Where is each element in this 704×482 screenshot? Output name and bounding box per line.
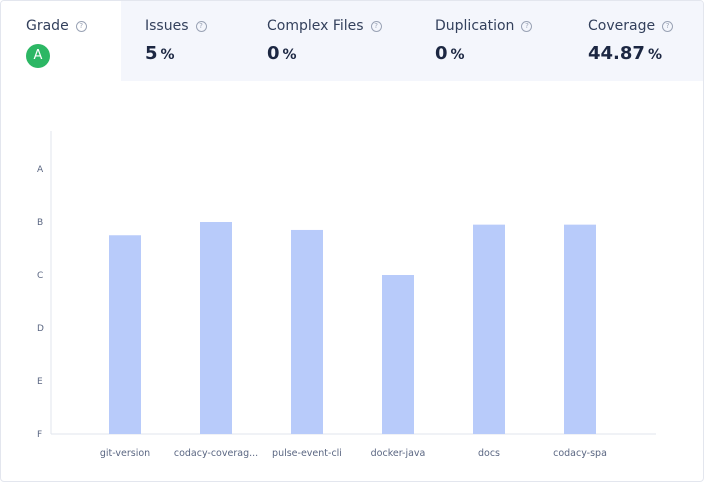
- metric-duplication-value: 0: [435, 43, 448, 64]
- metric-coverage-value: 44.87: [588, 43, 645, 64]
- y-tick-label: F: [37, 430, 42, 440]
- bars: [109, 222, 596, 434]
- x-tick-label: git-version: [100, 448, 150, 459]
- metric-issues-value: 5: [145, 43, 158, 64]
- metric-duplication-label-row: Duplication?: [435, 18, 533, 34]
- help-icon[interactable]: ?: [370, 21, 382, 32]
- x-tick-labels: git-version codacy-coverag... pulse-event-…: [100, 448, 607, 459]
- metrics-bar: Grade? A Issues? 5% Complex Files? 0% Du…: [1, 1, 703, 81]
- metric-grade-label: Grade: [26, 18, 69, 34]
- metric-complex-files: Complex Files? 0%: [241, 1, 411, 81]
- x-tick-label: codacy-coverag...: [174, 448, 258, 459]
- metric-coverage-label: Coverage: [588, 18, 656, 34]
- metric-complex-files-unit: %: [282, 47, 297, 63]
- help-icon[interactable]: ?: [662, 21, 674, 32]
- help-icon[interactable]: ?: [521, 21, 533, 32]
- metric-issues-value-row: 5%: [145, 43, 175, 64]
- metric-grade: Grade? A: [1, 1, 121, 81]
- metric-issues-label-row: Issues?: [145, 18, 207, 34]
- y-tick-label: E: [37, 377, 43, 387]
- metric-coverage: Coverage? 44.87%: [571, 1, 703, 81]
- y-tick-label: C: [37, 271, 43, 281]
- metric-coverage-value-row: 44.87%: [588, 43, 662, 64]
- bar[interactable]: [291, 229, 323, 434]
- bar[interactable]: [109, 235, 141, 434]
- metric-duplication: Duplication? 0%: [411, 1, 571, 81]
- metric-duplication-unit: %: [450, 47, 465, 63]
- bar[interactable]: [200, 222, 232, 434]
- bar[interactable]: [473, 224, 505, 434]
- y-tick-label: B: [37, 218, 43, 228]
- bar[interactable]: [564, 224, 596, 434]
- metric-complex-files-value: 0: [267, 43, 280, 64]
- metric-coverage-label-row: Coverage?: [588, 18, 674, 34]
- metric-grade-label-row: Grade?: [26, 18, 87, 34]
- bar[interactable]: [382, 275, 414, 434]
- grade-badge: A: [26, 44, 50, 68]
- metric-issues-unit: %: [160, 47, 175, 63]
- metric-duplication-value-row: 0%: [435, 43, 465, 64]
- metric-complex-files-label-row: Complex Files?: [267, 18, 382, 34]
- x-tick-label: docs: [478, 448, 500, 459]
- metric-complex-files-value-row: 0%: [267, 43, 297, 64]
- metric-coverage-unit: %: [647, 47, 662, 63]
- metric-issues-label: Issues: [145, 18, 189, 34]
- help-icon[interactable]: ?: [75, 21, 87, 32]
- x-tick-label: codacy-spa: [553, 448, 607, 459]
- metric-issues: Issues? 5%: [121, 1, 241, 81]
- y-tick-labels: A B C D E F: [37, 165, 44, 440]
- x-tick-label: pulse-event-cli: [272, 448, 342, 459]
- help-icon[interactable]: ?: [195, 21, 207, 32]
- repository-grade-chart: A B C D E F git-version codacy-coverag... pulse…: [37, 131, 656, 459]
- metric-complex-files-label: Complex Files: [267, 18, 364, 34]
- x-tick-label: docker-java: [371, 448, 426, 459]
- y-tick-label: A: [37, 165, 44, 175]
- y-tick-label: D: [37, 324, 44, 334]
- metric-duplication-label: Duplication: [435, 18, 515, 34]
